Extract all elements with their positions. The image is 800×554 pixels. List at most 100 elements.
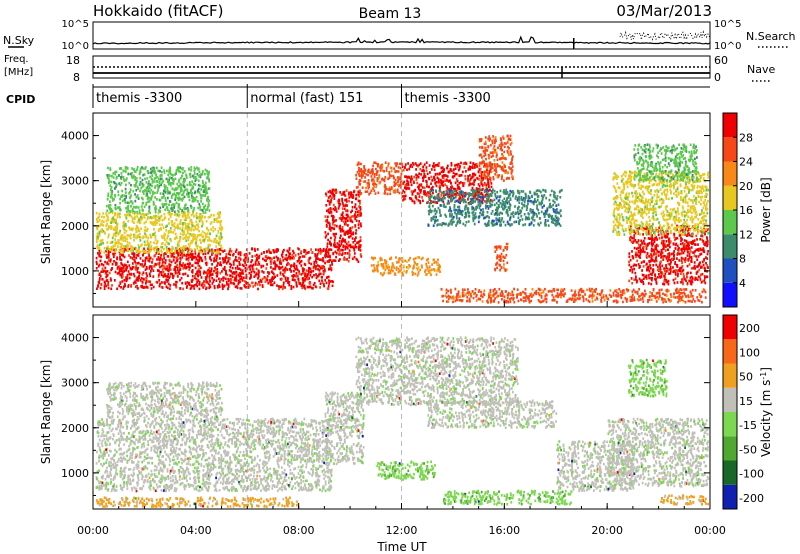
echo-cell [118,284,121,288]
echo-cell [346,219,349,222]
echo-cell [340,219,343,222]
echo-cell [434,219,437,222]
echo-cell [167,255,170,258]
echo-cell [452,215,455,219]
echo-cell [186,229,189,233]
echo-cell [407,183,410,187]
echo-cell [140,285,143,288]
echo-cell [181,199,184,202]
echo-cell [310,270,313,274]
echo-cell [198,219,201,223]
echo-cell [366,182,369,185]
echo-cell [166,169,168,173]
echo-cell [187,225,189,229]
echo-cell [172,231,175,234]
echo-cell [396,190,399,193]
echo-cell [194,261,197,265]
echo-cell [151,195,153,198]
echo-cell [126,260,129,264]
echo-cell [108,207,111,211]
echo-cell [152,190,154,194]
echo-cell [350,232,353,236]
echo-cell [364,176,367,179]
echo-cell [401,199,404,202]
echo-cell [353,214,356,218]
echo-cell [335,251,338,255]
echo-cell [237,281,240,284]
echo-cell [154,207,156,210]
echo-cell [180,186,183,189]
echo-cell [455,224,458,227]
echo-cell [179,256,182,260]
echo-cell [237,267,239,270]
echo-cell [186,206,189,210]
echo-cell [196,235,199,239]
echo-cell [249,268,252,271]
echo-cell [475,163,478,166]
echo-cell [204,172,206,176]
echo-cell [195,178,198,181]
echo-cell [536,215,539,218]
echo-cell [130,273,133,276]
echo-cell [296,274,299,278]
echo-cell [433,165,436,168]
echo-cell [338,240,341,243]
echo-cell [139,171,141,174]
echo-cell [111,247,114,250]
echo-cell [195,261,198,265]
echo-cell [172,182,175,185]
echo-cell [154,186,156,189]
echo-cell [346,246,349,250]
echo-cell [197,187,200,191]
echo-cell [191,269,194,272]
echo-cell [173,228,176,232]
echo-cell [174,261,177,265]
echo-cell [218,211,221,214]
echo-cell [283,271,286,274]
echo-cell [411,192,414,195]
echo-cell [183,232,186,236]
echo-cell [106,215,109,218]
echo-cell [314,285,317,288]
echo-cell [156,281,159,284]
echo-cell [487,182,490,185]
echo-cell [147,189,150,193]
echo-cell [301,283,304,286]
echo-cell [183,265,186,268]
echo-cell [234,276,236,280]
echo-cell [335,207,337,211]
echo-cell [194,225,197,229]
echo-cell [176,256,179,260]
echo-cell [437,164,440,167]
echo-cell [120,195,122,199]
echo-cell [506,176,509,180]
echo-cell [451,175,454,179]
echo-cell [183,189,186,193]
echo-cell [470,202,472,205]
echo-cell [138,211,141,215]
echo-cell [193,256,196,259]
echo-cell [270,266,272,269]
echo-cell [191,187,193,190]
echo-cell [192,196,194,199]
echo-cell [170,249,172,253]
echo-cell [111,284,113,287]
echo-cell [549,193,552,197]
echo-cell [122,251,124,254]
echo-cell [496,175,499,179]
echo-cell [421,196,424,199]
echo-cell [488,216,491,219]
echo-cell [198,170,201,173]
echo-cell [235,285,238,288]
echo-cell [332,203,335,207]
echo-cell [292,255,295,259]
echo-cell [134,176,137,179]
echo-cell [158,258,160,261]
echo-cell [159,177,162,181]
echo-cell [210,273,213,277]
echo-cell [329,258,332,262]
echo-cell [174,173,176,176]
echo-cell [388,176,391,180]
echo-cell [113,198,115,201]
echo-cell [147,171,150,175]
